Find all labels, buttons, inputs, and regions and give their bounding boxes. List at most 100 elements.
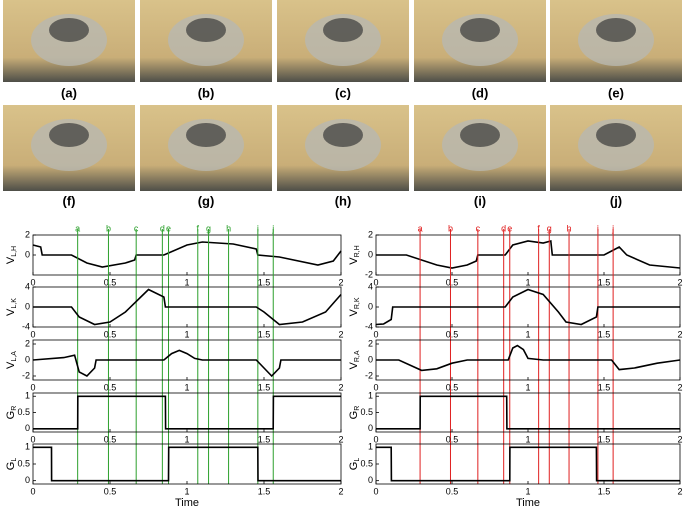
plot-frame	[375, 339, 681, 381]
x-tick-label: 2	[338, 382, 343, 392]
y-axis-label: GL	[348, 458, 361, 471]
x-tick-label: 2	[338, 277, 343, 287]
y-label-main: G	[5, 462, 17, 471]
x-tick-label: 0	[30, 486, 35, 496]
event-label: d	[160, 223, 165, 233]
y-axis-label: VR,A	[348, 350, 361, 369]
event-label: i	[597, 223, 599, 233]
frame-label: (g)	[198, 193, 215, 208]
y-tick-label: 2	[368, 229, 373, 239]
robot	[596, 123, 636, 147]
y-tick-label: 0	[25, 423, 30, 433]
data-line	[33, 288, 342, 326]
event-label: g	[206, 223, 211, 233]
x-tick-label: 1.5	[598, 486, 611, 496]
x-tick-label: 0	[373, 329, 378, 339]
x-tick-label: 1	[525, 486, 530, 496]
x-tick-label: 0	[30, 434, 35, 444]
x-tick-label: 2	[338, 434, 343, 444]
x-tick-label: 0.5	[446, 382, 459, 392]
event-label: j	[271, 223, 274, 233]
robot	[460, 123, 500, 147]
y-label-main: V	[348, 362, 360, 370]
y-label-main: V	[5, 308, 17, 316]
y-tick-label: -4	[365, 321, 373, 331]
x-tick-label: 1	[184, 329, 189, 339]
x-tick-label: 1.5	[258, 486, 271, 496]
x-tick-label: 1	[525, 382, 530, 392]
plot-frame	[32, 234, 342, 276]
event-label: c	[134, 223, 139, 233]
y-tick-label: 2	[368, 338, 373, 348]
x-tick-label: 1	[525, 434, 530, 444]
y-tick-label: 0	[25, 301, 30, 311]
y-tick-label: 4	[368, 281, 373, 291]
robot	[596, 18, 636, 42]
plot-frame	[32, 392, 342, 433]
y-label-main: V	[348, 309, 360, 317]
robot	[323, 123, 363, 147]
y-tick-label: 0.5	[360, 458, 373, 468]
x-tick-label: 0.5	[104, 486, 117, 496]
y-label-sub: L,A	[11, 351, 18, 362]
plot-frame	[375, 392, 681, 433]
data-line	[376, 395, 680, 430]
x-tick-label: 1.5	[258, 434, 271, 444]
x-tick-label: 0	[373, 434, 378, 444]
event-label: b	[106, 223, 111, 233]
y-label-main: V	[5, 256, 17, 264]
x-tick-label: 1.5	[258, 329, 271, 339]
x-tick-label: 1.5	[598, 382, 611, 392]
x-tick-label: 1	[525, 277, 530, 287]
event-label: i	[257, 223, 259, 233]
event-label: f	[197, 223, 200, 233]
event-label: h	[226, 223, 231, 233]
y-label-sub: R	[354, 406, 361, 411]
y-axis-label: VR,H	[348, 245, 361, 264]
y-label-sub: L,H	[11, 246, 18, 257]
data-line	[375, 288, 680, 326]
y-tick-label: -2	[365, 269, 373, 279]
x-tick-label: 1.5	[258, 277, 271, 287]
x-tick-label: 1	[525, 329, 530, 339]
robot	[49, 18, 89, 42]
frame-label: (i)	[474, 193, 486, 208]
y-tick-label: 0.5	[17, 458, 30, 468]
y-axis-label: VR,K	[348, 297, 361, 316]
y-tick-label: 0	[25, 354, 30, 364]
frame-label: (d)	[472, 85, 489, 100]
y-tick-label: 0.5	[17, 407, 30, 417]
y-tick-label: 0	[368, 354, 373, 364]
event-label: c	[476, 223, 481, 233]
y-label-sub: R	[11, 406, 18, 411]
y-tick-label: -2	[365, 370, 373, 380]
x-tick-label: 1	[184, 434, 189, 444]
y-tick-label: 1	[25, 391, 30, 401]
event-label: h	[567, 223, 572, 233]
y-axis-label: VL,H	[5, 246, 18, 264]
y-tick-label: 2	[25, 338, 30, 348]
x-tick-label: 2	[677, 434, 682, 444]
y-axis-label: VL,K	[5, 298, 18, 316]
y-label-sub: R,K	[354, 297, 361, 309]
y-label-sub: L	[11, 458, 18, 462]
plot-frame	[32, 443, 342, 485]
x-tick-label: 0	[373, 382, 378, 392]
y-label-main: G	[348, 462, 360, 471]
frame-label: (h)	[335, 193, 352, 208]
event-label: g	[547, 223, 552, 233]
data-line	[376, 446, 680, 482]
y-tick-label: -2	[22, 370, 30, 380]
robot	[460, 18, 500, 42]
frame-label: (j)	[610, 193, 622, 208]
event-label: j	[611, 223, 614, 233]
frame-label: (c)	[335, 85, 351, 100]
y-label-sub: R,A	[354, 350, 361, 362]
x-tick-label: 0	[373, 486, 378, 496]
x-tick-label: 0	[30, 329, 35, 339]
x-tick-label: 0.5	[104, 277, 117, 287]
event-label: a	[418, 223, 423, 233]
data-line	[376, 344, 681, 372]
robot	[323, 18, 363, 42]
